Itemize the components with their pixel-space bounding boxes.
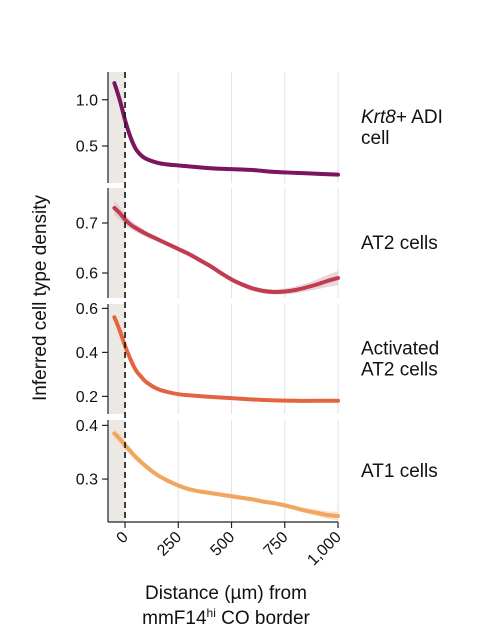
series-line bbox=[112, 81, 340, 177]
y-tick-label: 0.3 bbox=[76, 472, 98, 489]
x-tick-label: 250 bbox=[154, 529, 185, 560]
confidence-band bbox=[114, 81, 338, 177]
series-line bbox=[112, 315, 340, 403]
y-tick-label: 0.6 bbox=[76, 266, 98, 283]
x-axis-title-line-1: Distance (µm) from bbox=[145, 583, 307, 604]
series-line bbox=[112, 206, 340, 295]
x-tick-label: 500 bbox=[207, 529, 238, 560]
y-tick-label: 1.0 bbox=[76, 92, 98, 109]
y-tick-label: 0.4 bbox=[76, 418, 98, 435]
panel-4: 0.3 0.4 AT1 cells bbox=[76, 418, 438, 522]
y-tick-label: 0.6 bbox=[76, 301, 98, 318]
x-axis-title-line-2: mmF14hi CO border bbox=[142, 606, 310, 629]
x-tick-label: 750 bbox=[261, 529, 292, 560]
x-tick-label: 1,000 bbox=[304, 529, 344, 569]
confidence-band bbox=[114, 200, 338, 295]
x-tick-label: 0 bbox=[114, 529, 132, 547]
panel-label: cell bbox=[361, 128, 390, 149]
panel-label: Krt8+ ADI bbox=[361, 107, 443, 128]
y-tick-label: 0.2 bbox=[76, 389, 98, 406]
panel-label: AT1 cells bbox=[361, 461, 438, 482]
y-tick-label: 0.4 bbox=[76, 345, 98, 362]
inside-border-region bbox=[108, 420, 126, 522]
y-tick-label: 0.7 bbox=[76, 216, 98, 233]
series-line bbox=[112, 431, 340, 519]
confidence-band bbox=[114, 315, 338, 403]
panel-2: 0.6 0.7 AT2 cells bbox=[76, 188, 438, 298]
y-tick-label: 0.5 bbox=[76, 139, 98, 156]
panel-label: AT2 cells bbox=[361, 233, 438, 254]
confidence-band bbox=[114, 428, 338, 521]
panel-label: AT2 cells bbox=[361, 360, 438, 381]
y-axis-title: Inferred cell type density bbox=[30, 195, 51, 401]
panel-label: Activated bbox=[361, 339, 439, 360]
